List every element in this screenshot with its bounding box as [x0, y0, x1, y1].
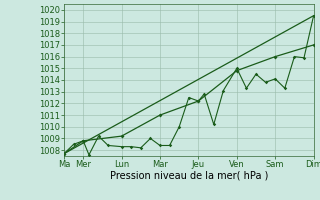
X-axis label: Pression niveau de la mer( hPa ): Pression niveau de la mer( hPa ) — [110, 171, 268, 181]
